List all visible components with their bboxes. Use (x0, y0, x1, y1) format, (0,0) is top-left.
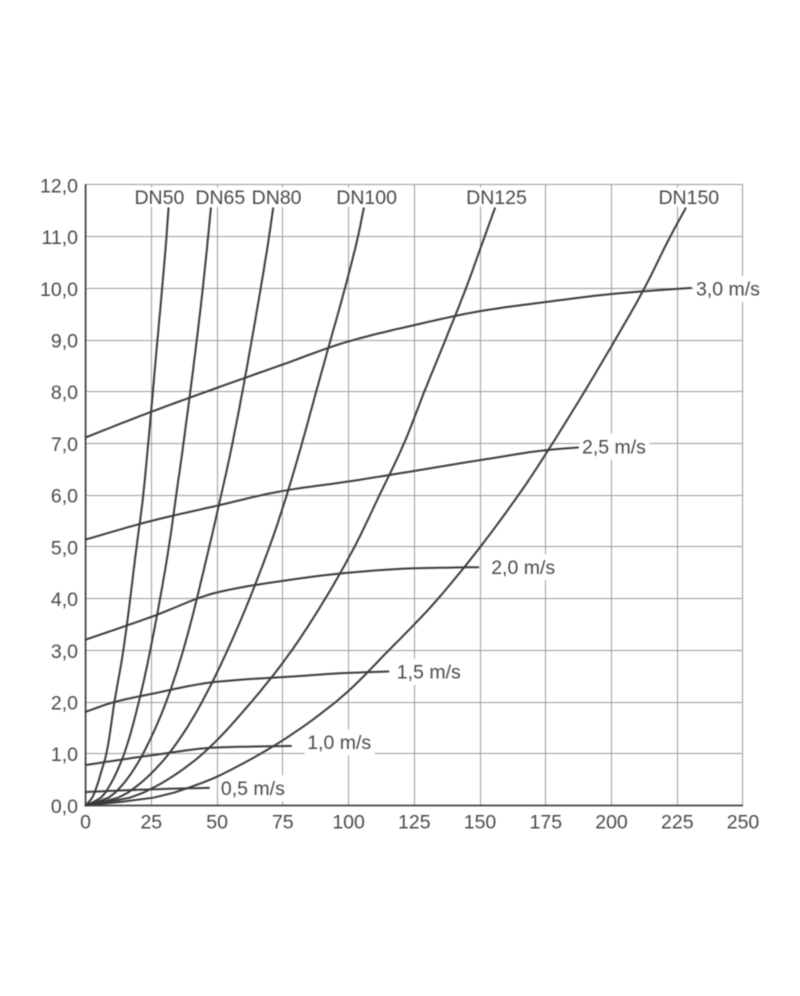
svg-text:10,0: 10,0 (40, 279, 78, 301)
svg-text:2,5 m/s: 2,5 m/s (582, 436, 646, 458)
svg-text:0: 0 (80, 812, 91, 834)
svg-text:2,0 m/s: 2,0 m/s (491, 557, 555, 579)
svg-text:3,0: 3,0 (51, 641, 78, 663)
svg-text:1,0: 1,0 (51, 744, 78, 766)
svg-text:100: 100 (332, 812, 365, 834)
svg-text:DN100: DN100 (336, 187, 397, 209)
svg-text:1,5 m/s: 1,5 m/s (397, 662, 461, 684)
svg-text:125: 125 (398, 812, 431, 834)
svg-text:5,0: 5,0 (51, 537, 78, 559)
svg-text:6,0: 6,0 (51, 486, 78, 508)
svg-text:4,0: 4,0 (51, 589, 78, 611)
svg-text:11,0: 11,0 (41, 227, 78, 249)
svg-text:12,0: 12,0 (40, 175, 78, 197)
svg-text:2,0: 2,0 (51, 693, 78, 715)
svg-text:8,0: 8,0 (51, 382, 78, 404)
svg-text:200: 200 (595, 812, 628, 834)
svg-text:3,0 m/s: 3,0 m/s (696, 279, 760, 301)
svg-text:DN125: DN125 (466, 187, 527, 209)
svg-text:DN80: DN80 (252, 187, 302, 209)
svg-text:7,0: 7,0 (51, 434, 78, 456)
svg-text:1,0 m/s: 1,0 m/s (307, 732, 371, 754)
svg-text:DN150: DN150 (658, 187, 719, 209)
svg-text:0,0: 0,0 (51, 796, 78, 818)
svg-text:175: 175 (530, 812, 563, 834)
svg-text:DN65: DN65 (195, 187, 245, 209)
svg-text:50: 50 (206, 812, 228, 834)
svg-text:225: 225 (661, 812, 694, 834)
svg-text:0,5 m/s: 0,5 m/s (221, 778, 285, 800)
svg-text:9,0: 9,0 (51, 331, 78, 353)
svg-text:150: 150 (464, 812, 497, 834)
svg-text:250: 250 (727, 812, 760, 834)
svg-text:75: 75 (272, 812, 294, 834)
svg-text:25: 25 (140, 812, 162, 834)
svg-text:DN50: DN50 (134, 187, 184, 209)
